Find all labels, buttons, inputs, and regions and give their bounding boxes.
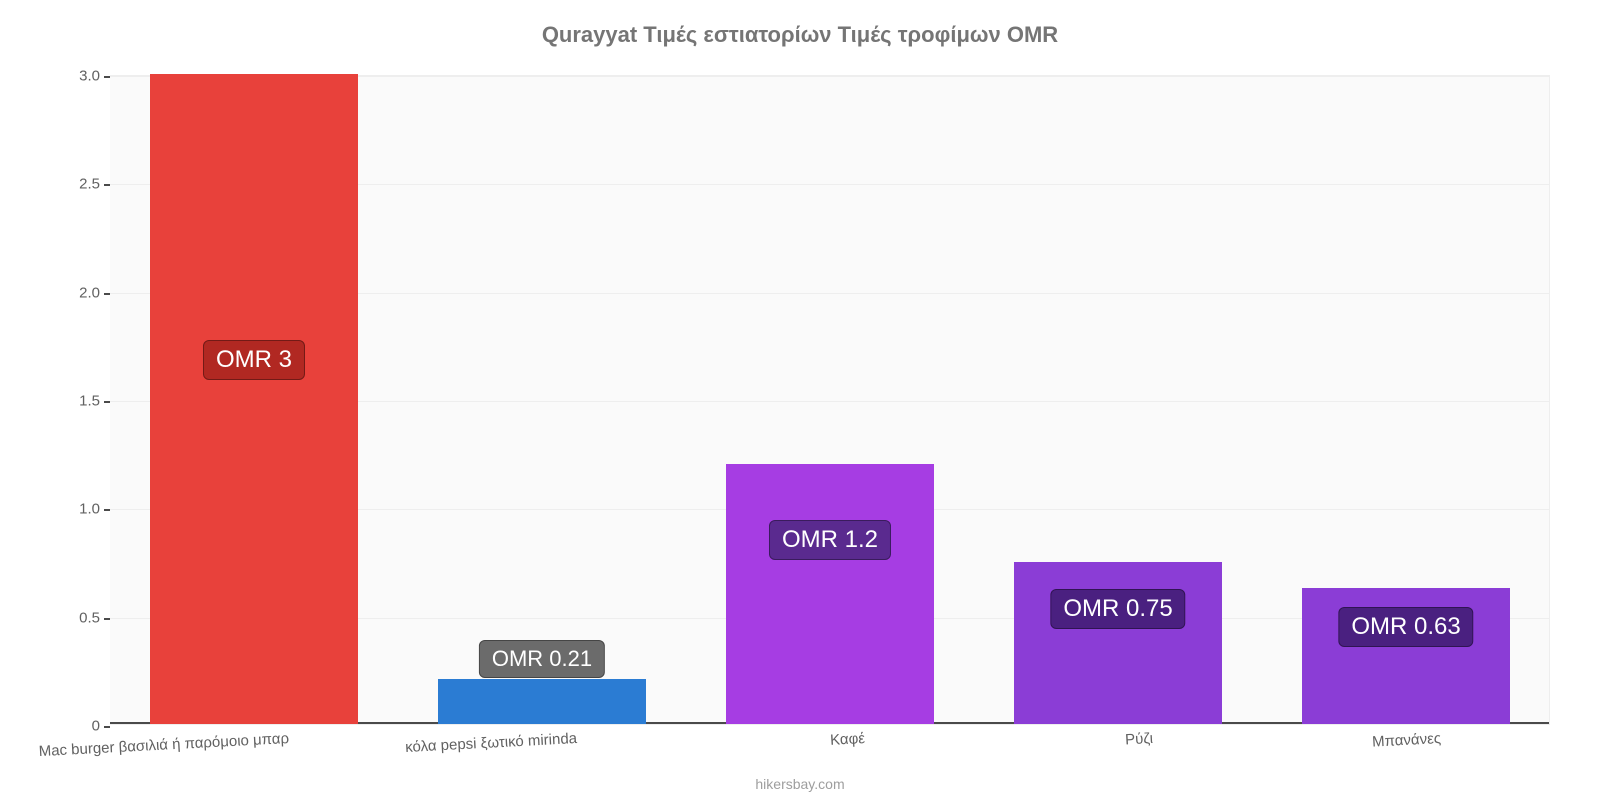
xtick-label: Mac burger βασιλιά ή παρόμοιο μπαρ (38, 730, 289, 760)
price-bar-chart: Qurayyat Τιμές εστιατορίων Τιμές τροφίμω… (0, 0, 1600, 800)
bar (726, 464, 933, 724)
credit-text: hikersbay.com (0, 776, 1600, 792)
ytick-label: 1.0 (79, 501, 110, 518)
ytick-label: 1.5 (79, 393, 110, 410)
ytick-label: 2.0 (79, 284, 110, 301)
x-axis-labels: Mac burger βασιλιά ή παρόμοιο μπαρκόλα p… (110, 730, 1550, 770)
chart-title: Qurayyat Τιμές εστιατορίων Τιμές τροφίμω… (0, 22, 1600, 48)
plot-area: 00.51.01.52.02.53.0OMR 3OMR 0.21OMR 1.2O… (110, 75, 1550, 725)
ytick-label: 2.5 (79, 176, 110, 193)
value-badge: OMR 0.21 (479, 640, 605, 678)
value-badge: OMR 0.75 (1050, 589, 1185, 629)
ytick-label: 0.5 (79, 609, 110, 626)
ytick-label: 3.0 (79, 68, 110, 85)
bars-layer (110, 76, 1549, 724)
xtick-label: Καφέ (830, 730, 866, 749)
bar (150, 74, 357, 724)
bar (438, 679, 645, 725)
value-badge: OMR 0.63 (1338, 607, 1473, 647)
ytick-label: 0 (92, 718, 110, 735)
bar (1014, 562, 1221, 725)
xtick-label: Μπανάνες (1372, 730, 1442, 751)
xtick-label: κόλα pepsi ξωτικό mirinda (405, 730, 578, 756)
value-badge: OMR 3 (203, 340, 305, 380)
value-badge: OMR 1.2 (769, 520, 891, 560)
xtick-label: Ρύζι (1125, 730, 1154, 748)
